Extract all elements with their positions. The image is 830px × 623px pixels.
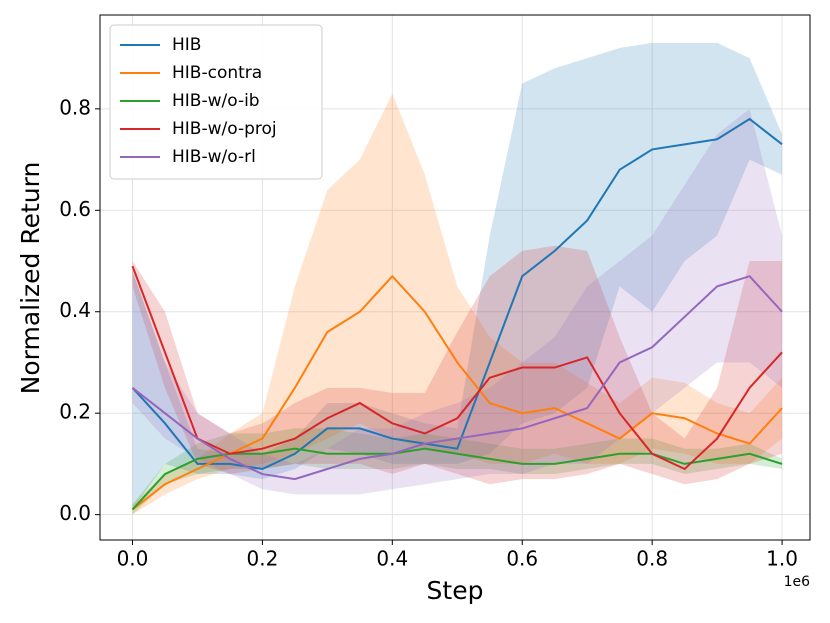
legend-label: HIB-w/o-ib [172, 91, 260, 111]
confidence-band [132, 428, 783, 515]
y-tick-label: 0.8 [59, 95, 91, 119]
x-offset-label: 1e6 [784, 574, 811, 590]
x-tick-label: 0.8 [636, 547, 668, 571]
plot-area [131, 42, 783, 515]
confidence-band [132, 245, 783, 485]
y-tick-label: 0.0 [59, 501, 91, 525]
legend: HIB HIB-contra HIB-w/o-ib HIB-w/o-proj HIB-w… [109, 24, 323, 180]
legend-label: HIB-contra [172, 63, 262, 83]
x-tick-label: 1.0 [766, 547, 798, 571]
confidence-band [132, 108, 783, 495]
series-line [131, 117, 783, 471]
legend-label: HIB-w/o-rl [172, 147, 256, 167]
series-line [131, 265, 783, 471]
x-tick-label: 0.2 [246, 547, 278, 571]
series-line [131, 275, 783, 481]
legend-box [109, 24, 323, 180]
x-tick-label: 0.4 [376, 547, 408, 571]
series-line [131, 447, 783, 511]
confidence-band [132, 93, 783, 515]
y-tick-label: 0.4 [59, 298, 91, 322]
x-tick-label: 0.6 [506, 547, 538, 571]
series-line [131, 274, 783, 511]
x-tick-label: 0.0 [117, 547, 149, 571]
y-tick-label: 0.6 [59, 197, 91, 221]
axes-frame [99, 14, 811, 541]
confidence-band [132, 42, 783, 510]
y-tick-label: 0.2 [59, 400, 91, 424]
legend-label: HIB [172, 35, 201, 55]
legend-label: HIB-w/o-proj [172, 119, 277, 139]
y-axis-label: Normalized Return [16, 162, 45, 395]
ticks: 0.0 0.2 0.4 0.6 0.8 1.0 0.0 0.2 0.4 0.6 0.8 [59, 95, 798, 570]
x-axis-label: Step [427, 576, 484, 605]
